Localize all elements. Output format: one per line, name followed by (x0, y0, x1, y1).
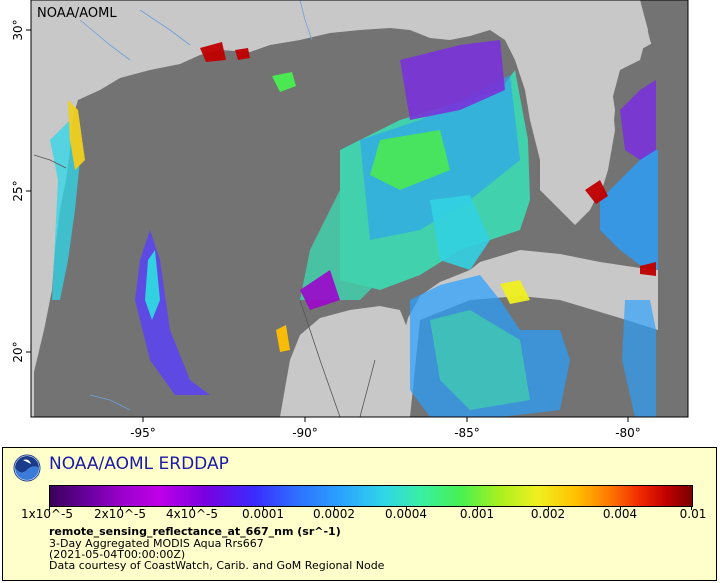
time-stamp: (2021-05-04T00:00:00Z) (49, 548, 186, 561)
colorbar-label: 0.001 (459, 507, 495, 521)
colorbar-label: 0.01 (679, 507, 707, 521)
lon-tick-label-80: -80° (615, 426, 641, 440)
yucatan-land (280, 306, 408, 417)
colorbar-label: 0.0004 (385, 507, 427, 521)
colorbar-label: 0.004 (602, 507, 638, 521)
rivers (79, 0, 313, 411)
lat-tick-label-25: 25° (11, 180, 25, 201)
data-credit: Data courtesy of CoastWatch, Carib. and … (49, 559, 385, 572)
colorbar-tick (263, 506, 264, 510)
colorbar-label: 2x10^-5 (93, 507, 147, 521)
colorbar-label: 0.0001 (242, 507, 284, 521)
colorbar-tick (49, 506, 50, 510)
florida-land (520, 0, 648, 205)
dataset-name: 3-Day Aggregated MODIS Aqua Rrs667 (49, 537, 264, 550)
lat-tick-label-30: 30° (11, 19, 25, 40)
map-canvas: -95° -90° -85° -80° 30° 25° 20° NOAA/AOM… (11, 0, 689, 440)
lon-tick-label-85: -85° (454, 426, 480, 440)
colorbar-label: 0.0002 (313, 507, 355, 521)
colorbar-tick (406, 506, 407, 510)
lon-ticks (142, 417, 629, 422)
colorbar-tick (334, 506, 335, 510)
map-credit-label: NOAA/AOML (37, 6, 117, 21)
lon-tick-label-90: -90° (292, 426, 318, 440)
noaa-logo-icon (13, 454, 41, 482)
colorbar-tick (120, 506, 121, 510)
colorbar-label: 0.002 (530, 507, 566, 521)
lat-tick-label-20: 20° (11, 341, 25, 362)
legend-panel: NOAA/AOML ERDDAP 1x10^-5 2x10^-5 4x10^-5… (2, 447, 717, 581)
legend-title: NOAA/AOML ERDDAP (49, 454, 229, 474)
lon-tick-label-95: -95° (130, 426, 156, 440)
bahamas-sea (640, 0, 688, 70)
colorbar-tick (192, 506, 193, 510)
map-panel: -95° -90° -85° -80° 30° 25° 20° NOAA/AOM… (11, 0, 689, 440)
data-swaths (50, 40, 658, 417)
colorbar-label: 1x10^-5 (20, 507, 74, 521)
cuba-land (470, 264, 658, 314)
colorbar (49, 485, 693, 507)
colorbar-tick (691, 506, 692, 510)
colorbar-label: 4x10^-5 (165, 507, 219, 521)
plot-frame (30, 0, 689, 418)
colorbar-tick (477, 506, 478, 510)
variable-name: remote_sensing_reflectance_at_667_nm (sr… (49, 525, 341, 538)
colorbar-tick (620, 506, 621, 510)
borders (33, 154, 376, 417)
colorbar-tick (548, 506, 549, 510)
lat-ticks (26, 29, 31, 353)
